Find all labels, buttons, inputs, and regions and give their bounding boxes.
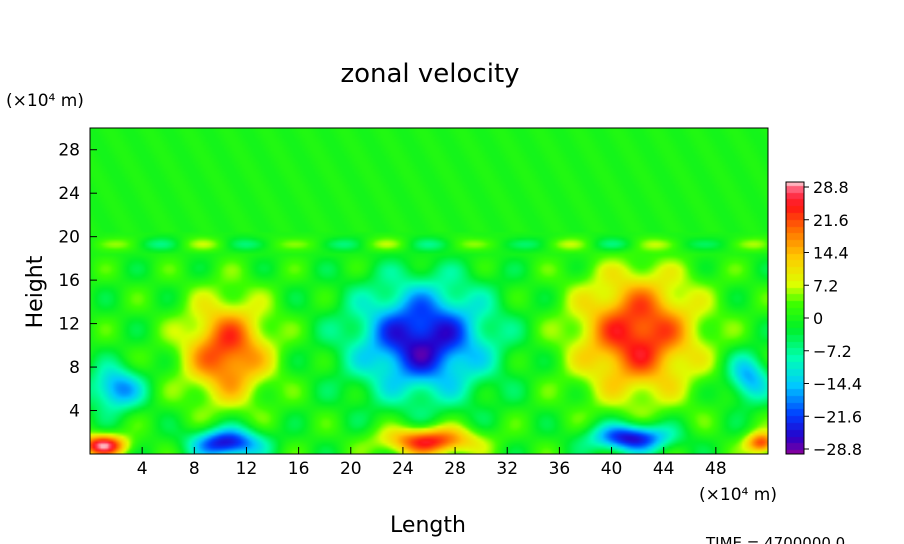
heatmap-field (89, 127, 769, 455)
colorbar-tick-label: −28.8 (813, 440, 862, 459)
colorbar-tick-label: 0 (813, 309, 823, 328)
y-tick-label: 20 (58, 228, 80, 248)
x-tick-label: 4 (137, 459, 148, 479)
plot-frame (89, 127, 769, 455)
colorbar-tick-label: −21.6 (813, 407, 862, 426)
x-tick-label: 24 (392, 459, 414, 479)
x-tick-label: 28 (444, 459, 466, 479)
y-tick-label: 16 (58, 271, 80, 291)
colorbar-gradient (786, 182, 804, 454)
y-tick-label: 8 (69, 358, 80, 378)
x-unit-label: (×10⁴ m) (699, 485, 777, 505)
x-tick-label: 12 (236, 459, 258, 479)
x-tick-label: 48 (705, 459, 727, 479)
x-axis-label: Length (390, 513, 466, 538)
x-tick-label: 32 (496, 459, 518, 479)
colorbar: 28.8 21.6 14.4 7.2 0 −7.2 −14.4 −21.6 −28.8 (785, 178, 862, 459)
x-tick-label: 44 (653, 459, 675, 479)
y-tick-label: 28 (58, 141, 80, 161)
colorbar-tick-label: 21.6 (813, 211, 849, 230)
x-tick-label: 40 (601, 459, 623, 479)
heatmap-image (90, 128, 768, 454)
colorbar-tick-label: 28.8 (813, 178, 849, 197)
y-unit-label: (×10⁴ m) (6, 91, 84, 111)
y-axis-label: Height (23, 255, 48, 328)
colorbar-tick-label: −7.2 (813, 342, 852, 361)
y-tick-label: 12 (58, 315, 80, 335)
colorbar-ticks: 28.8 21.6 14.4 7.2 0 −7.2 −14.4 −21.6 −28.8 (804, 178, 862, 459)
x-tick-label: 36 (549, 459, 571, 479)
x-tick-label: 20 (340, 459, 362, 479)
y-axis-ticks: 4 8 12 16 20 24 28 (58, 141, 97, 422)
time-footer: TIME = 4700000.0 (705, 534, 845, 544)
colorbar-tick-label: 14.4 (813, 244, 849, 263)
y-tick-label: 4 (69, 402, 80, 422)
colorbar-tick-label: 7.2 (813, 276, 838, 295)
x-tick-label: 8 (189, 459, 200, 479)
colorbar-tick-label: −14.4 (813, 375, 862, 394)
x-axis-ticks: 4 8 12 16 20 24 28 32 36 40 44 48 (137, 447, 727, 479)
x-tick-label: 16 (288, 459, 310, 479)
y-tick-label: 24 (58, 184, 80, 204)
chart-title: zonal velocity (340, 59, 519, 89)
